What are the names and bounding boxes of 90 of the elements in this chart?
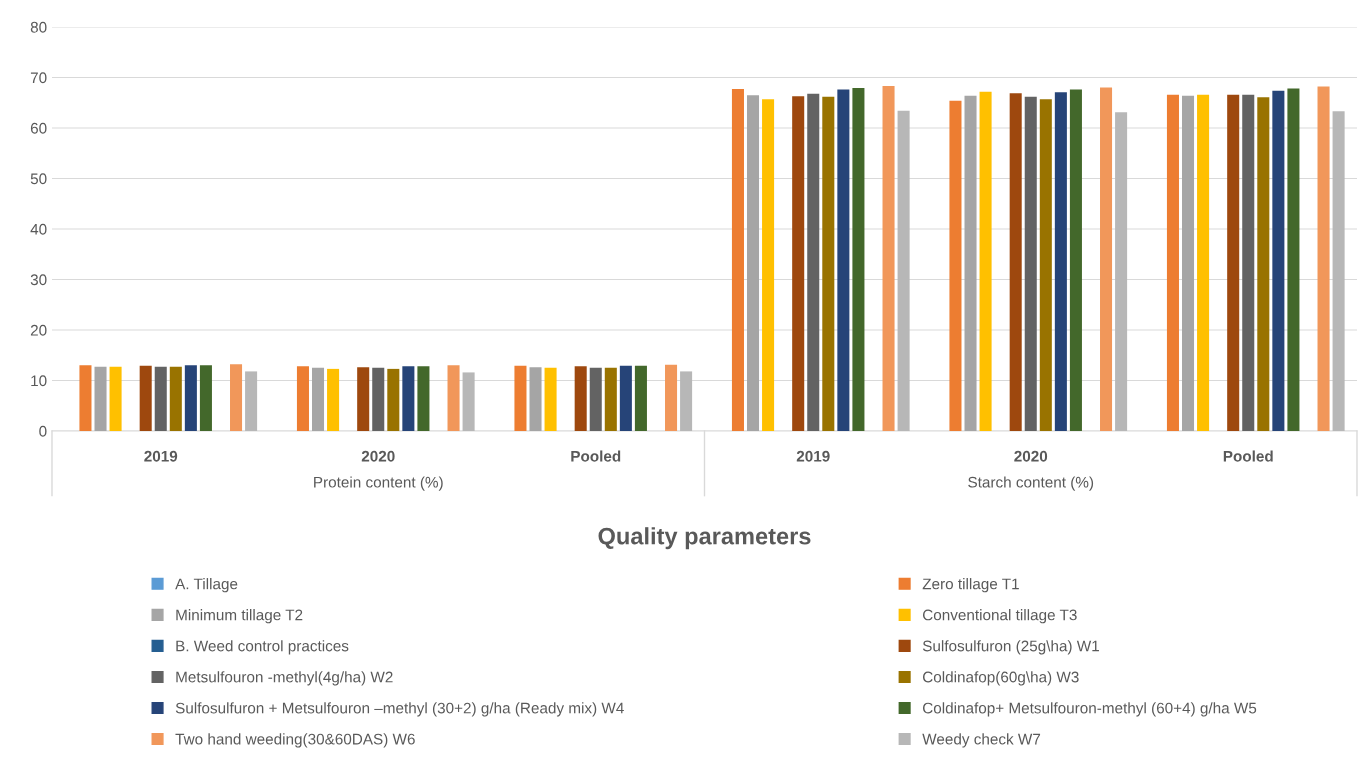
bar: [372, 367, 385, 431]
bar: [604, 367, 617, 431]
bar: [680, 371, 693, 431]
x-tick-label: 2019: [144, 450, 178, 462]
y-tick-label: 80: [30, 21, 47, 33]
bar: [852, 88, 865, 431]
bar: [822, 96, 835, 431]
x-tick-label: 2020: [1014, 450, 1048, 462]
bar: [296, 366, 309, 431]
legend-label: Coldinafop+ Metsulfouron-methyl (60+4) g/ha W5: [923, 702, 1257, 717]
bar: [634, 365, 647, 431]
bar: [897, 110, 910, 431]
bar: [574, 366, 587, 431]
bar: [230, 364, 243, 431]
bar: [169, 366, 182, 431]
bar: [154, 366, 167, 431]
y-tick-label: 60: [30, 122, 47, 134]
legend-label: Weedy check W7: [922, 733, 1041, 748]
legend-label: Conventional tillage T3: [923, 609, 1077, 624]
bar: [1197, 94, 1210, 431]
x-axis-title: Quality parameters: [598, 527, 811, 550]
bar: [184, 365, 197, 431]
bar: [1054, 92, 1067, 431]
bar: [747, 95, 760, 431]
bar: [1069, 89, 1082, 431]
bar: [447, 365, 460, 431]
bar: [1242, 94, 1255, 431]
bar: [837, 89, 850, 431]
x-tick-label: 2020: [361, 450, 395, 462]
bar: [619, 365, 632, 431]
text: Protein content (%): [314, 476, 443, 491]
bar: [792, 96, 805, 431]
legend-label: Sulfosulfuron + Metsulfouron –methyl (30+2) g/ha (Ready mix) W4: [175, 702, 624, 717]
legend-label: Minimum tillage T2: [176, 609, 303, 624]
legend-label: A. Tillage: [175, 578, 238, 593]
y-tick-label: 0: [39, 425, 47, 437]
text: Starch content (%): [968, 476, 1094, 491]
bar: [1039, 99, 1052, 431]
y-tick-label: 10: [31, 375, 47, 387]
bar: [387, 368, 400, 431]
bar: [94, 366, 107, 431]
bar: [1227, 94, 1240, 431]
bar: [1287, 88, 1300, 431]
bar: [807, 93, 820, 431]
legend-label: B. Weed control practices: [176, 640, 349, 655]
bar: [964, 95, 977, 431]
bar: [1257, 97, 1270, 431]
bar: [79, 365, 92, 431]
bar: [882, 86, 895, 431]
x-tick-label: Pooled: [571, 450, 621, 462]
x-tick-label: 2019: [796, 450, 830, 462]
bar: [109, 366, 122, 431]
bar: [357, 367, 370, 431]
x-tick-label: Pooled: [1223, 450, 1273, 462]
legend-label: Zero tillage T1: [922, 578, 1019, 593]
bar: [402, 366, 415, 431]
bar: [949, 100, 962, 431]
bar: [1182, 95, 1195, 431]
bar: [1272, 90, 1285, 431]
bar: [199, 365, 212, 431]
legend-label: Metsulfouron -methyl(4g/ha) W2: [176, 671, 393, 686]
y-tick-label: 20: [30, 324, 47, 336]
legend-label: Coldinafop(60g\ha) W3: [923, 671, 1079, 686]
bar: [665, 364, 678, 431]
bar: [462, 372, 475, 431]
bar: [762, 99, 775, 431]
bar: [1024, 96, 1037, 431]
bar: [979, 91, 992, 431]
bar: [417, 366, 430, 431]
y-tick-label: 40: [30, 223, 47, 235]
legend-label: Two hand weeding(30&60DAS) W6: [175, 733, 415, 748]
bar: [1100, 87, 1113, 431]
y-tick-label: 70: [30, 72, 47, 84]
bar: [245, 371, 258, 431]
bar: [589, 367, 602, 431]
bar: [1166, 94, 1179, 431]
bar: [1115, 112, 1128, 431]
y-tick-label: 30: [30, 274, 47, 286]
bar: [327, 368, 340, 431]
bar: [312, 367, 325, 431]
y-tick-label: 50: [30, 173, 47, 185]
bar: [544, 367, 557, 431]
bar: [1009, 93, 1022, 431]
bar: [1317, 86, 1330, 431]
bar: [1332, 111, 1345, 431]
bar: [529, 367, 542, 431]
bar: [731, 89, 744, 431]
bar: [514, 365, 527, 431]
legend-label: Sulfosulfuron (25g\ha) W1: [922, 640, 1099, 655]
bar: [139, 365, 152, 431]
